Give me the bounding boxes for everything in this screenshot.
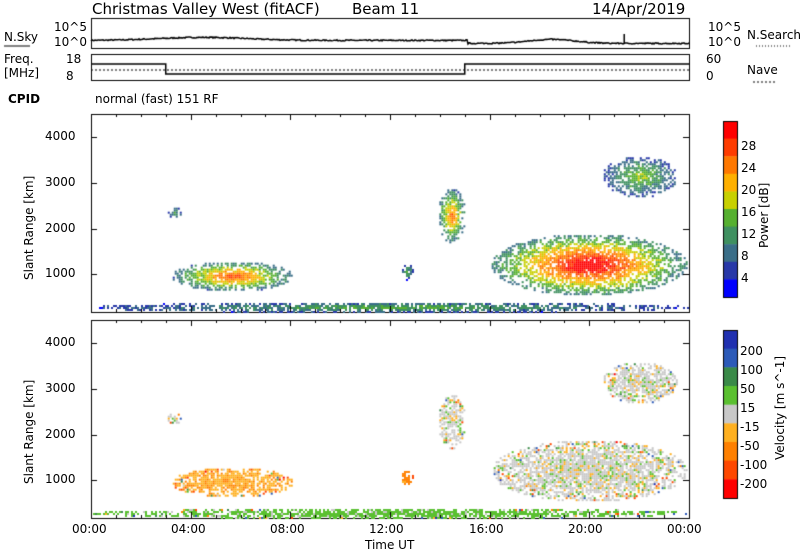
velocity-cbar-tick-minus50: -50	[740, 439, 760, 453]
velocity-cbar-tick-50: 50	[740, 382, 756, 396]
xtick-2400: 00:00	[667, 522, 702, 536]
velocity-cbar-tick-minus100: -100	[740, 458, 768, 472]
velocity-cbar-tick-15: 15	[740, 401, 756, 415]
power-cbar-tick-24: 24	[741, 161, 757, 175]
nsearch-label: N.Search	[747, 28, 800, 42]
velocity-cbar-tick-minus200: -200	[740, 477, 768, 491]
power-cbar-tick-8: 8	[741, 249, 749, 263]
radar-title: Christmas Valley West (fitACF)	[92, 0, 320, 18]
power-ytick-2000: 2000	[45, 221, 76, 235]
velocity-ytick-3000: 3000	[45, 381, 76, 395]
power-cbar-tick-4: 4	[741, 271, 749, 285]
xtick-0000: 00:00	[72, 522, 107, 536]
xtick-1200: 12:00	[369, 522, 404, 536]
nsky-tick-bottom: 10^0	[54, 35, 87, 49]
beam-label: Beam 11	[352, 0, 420, 18]
power-ytick-4000: 4000	[45, 129, 76, 143]
power-cbar-tick-20: 20	[741, 183, 757, 197]
xtick-2000: 20:00	[568, 522, 603, 536]
power-cbar-label: Power [dB]	[757, 182, 771, 248]
power-cbar-tick-12: 12	[741, 227, 757, 241]
velocity-ytick-4000: 4000	[45, 335, 76, 349]
nave-label: Nave	[747, 63, 778, 77]
freq-label: Freq.	[4, 52, 34, 66]
freq-tick-top: 18	[66, 52, 82, 66]
power-ytick-3000: 3000	[45, 175, 76, 189]
xtick-1600: 16:00	[469, 522, 504, 536]
power-cbar-tick-28: 28	[741, 139, 757, 153]
velocity-cbar-tick-200: 200	[740, 344, 763, 358]
cpid-label: CPID	[8, 92, 41, 106]
xlabel: Time UT	[365, 538, 415, 552]
nave-tick-bottom: 0	[706, 69, 714, 83]
xtick-0400: 04:00	[171, 522, 206, 536]
velocity-cbar-label: Velocity [m s^-1]	[773, 355, 787, 460]
velocity-cbar-tick-minus15: -15	[740, 420, 760, 434]
mode-label: normal (fast) 151 RF	[95, 92, 219, 106]
nsearch-tick-top: 10^5	[708, 20, 741, 34]
nsky-label: N.Sky	[4, 30, 39, 44]
nsky-tick-top: 10^5	[54, 20, 87, 34]
freq-tick-bottom: 8	[66, 69, 74, 83]
velocity-ylabel: Slant Range [km]	[22, 379, 36, 484]
power-cbar-tick-16: 16	[741, 205, 757, 219]
xtick-0800: 08:00	[270, 522, 305, 536]
freq-unit-label: [MHz]	[4, 66, 40, 80]
nave-tick-top: 60	[706, 52, 722, 66]
velocity-cbar-tick-100: 100	[740, 363, 763, 377]
power-ylabel: Slant Range [km]	[22, 175, 36, 280]
velocity-ytick-1000: 1000	[45, 472, 76, 486]
date-label: 14/Apr/2019	[592, 0, 686, 18]
nsearch-tick-bottom: 10^0	[708, 35, 741, 49]
power-ytick-1000: 1000	[45, 266, 76, 280]
velocity-ytick-2000: 2000	[45, 427, 76, 441]
